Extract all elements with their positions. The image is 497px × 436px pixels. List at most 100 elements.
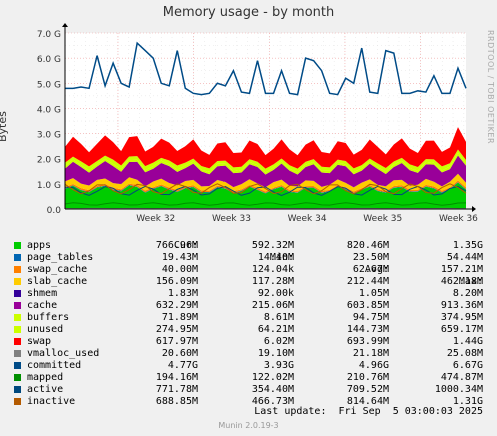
legend-avg: 4.96G bbox=[358, 360, 389, 371]
x-tick-label: Week 36 bbox=[439, 214, 478, 224]
y-tick-label: 6.0 G bbox=[37, 55, 61, 65]
y-tick-label: 2.0 G bbox=[37, 156, 61, 166]
legend-row-mapped: mapped 194.16M 122.02M 210.76M 474.87M bbox=[0, 372, 497, 384]
rrdtool-watermark: RRDTOOL / TOBI OETIKER bbox=[486, 30, 495, 145]
legend-avg: 814.64M bbox=[346, 396, 389, 407]
legend-avg: 62.67M bbox=[352, 264, 389, 275]
legend-max: 54.44M bbox=[446, 252, 483, 263]
legend-min: 466.73M bbox=[251, 396, 294, 407]
legend-row-committed: committed 4.77G 3.93G 4.96G 6.67G bbox=[0, 360, 497, 372]
legend-max: 1.44G bbox=[452, 336, 483, 347]
legend-min: 3.93G bbox=[263, 360, 294, 371]
legend-max: 659.17M bbox=[440, 324, 483, 335]
y-tick-label: 0.0 bbox=[47, 206, 62, 216]
axes: 0.0 1.0 G 2.0 G 3.0 G 4.0 G 5.0 G 6.0 G 7.0 G We… bbox=[37, 23, 478, 224]
legend-swatch bbox=[14, 398, 21, 405]
legend-name: inactive bbox=[27, 396, 76, 407]
y-tick-label: 4.0 G bbox=[37, 105, 61, 115]
legend-min: 19.10M bbox=[257, 348, 294, 359]
legend-max: 474.87M bbox=[440, 372, 483, 383]
area-cache bbox=[65, 155, 466, 188]
legend-avg: 21.18M bbox=[352, 348, 389, 359]
legend-name: unused bbox=[27, 324, 64, 335]
stacked-areas bbox=[65, 127, 466, 209]
legend-swatch bbox=[14, 350, 21, 357]
legend-row-swap: swap 617.97M 6.02M 693.99M 1.44G bbox=[0, 336, 497, 348]
legend-swatch bbox=[14, 338, 21, 345]
legend-avg: 1.05M bbox=[358, 288, 389, 299]
legend-cur: 771.78M bbox=[155, 384, 198, 395]
legend-name: committed bbox=[27, 360, 82, 371]
legend-min: 354.40M bbox=[251, 384, 294, 395]
legend-max: 6.67G bbox=[452, 360, 483, 371]
x-axis-arrow bbox=[472, 206, 476, 212]
legend-row-swap-cache: swap_cache 40.00M 124.04k 62.67M 157.21M bbox=[0, 264, 497, 276]
legend-row-page-tables: page_tables 19.43M 14.40M 23.50M 54.44M bbox=[0, 252, 497, 264]
legend-avg: 603.85M bbox=[346, 300, 389, 311]
legend-min: 8.61M bbox=[263, 312, 294, 323]
legend-swatch bbox=[14, 314, 21, 321]
last-update: Last update: Fri Sep 5 03:00:03 2025 bbox=[254, 406, 483, 417]
legend-cur: 156.09M bbox=[155, 276, 198, 287]
header-avg: Avg: bbox=[364, 264, 389, 275]
legend-swatch bbox=[14, 374, 21, 381]
legend-max: 25.08M bbox=[446, 348, 483, 359]
legend-row-buffers: buffers 71.89M 8.61M 94.75M 374.95M bbox=[0, 312, 497, 324]
legend-max: 1000.34M bbox=[434, 384, 483, 395]
legend-swatch bbox=[14, 242, 21, 249]
chart-title: Memory usage - by month bbox=[162, 5, 335, 20]
header-max: Max: bbox=[458, 276, 483, 287]
legend-avg: 210.76M bbox=[346, 372, 389, 383]
line-committed bbox=[65, 41, 467, 96]
legend-min: 215.06M bbox=[251, 300, 294, 311]
legend-max: 157.21M bbox=[440, 264, 483, 275]
legend-row-shmem: shmem 1.83M 92.00k 1.05M 8.20M bbox=[0, 288, 497, 300]
legend-min: 92.00k bbox=[257, 288, 294, 299]
legend-cur: 194.16M bbox=[155, 372, 198, 383]
legend-avg: 94.75M bbox=[352, 312, 389, 323]
y-tick-label: 3.0 G bbox=[37, 131, 61, 141]
legend-swatch bbox=[14, 254, 21, 261]
memory-chart: 0.0 1.0 G 2.0 G 3.0 G 4.0 G 5.0 G 6.0 G 7.0 G We… bbox=[37, 23, 478, 224]
legend-cur: 4.77G bbox=[167, 360, 198, 371]
legend-name: mapped bbox=[27, 372, 64, 383]
legend-cur: 40.00M bbox=[161, 264, 198, 275]
legend-cur: 632.29M bbox=[155, 300, 198, 311]
legend-header: Cur: Min: Avg: Max: bbox=[0, 228, 497, 287]
legend-avg: 693.99M bbox=[346, 336, 389, 347]
legend-row-inactive: inactive 688.85M 466.73M 814.64M 1.31G bbox=[0, 396, 497, 408]
legend-avg: 23.50M bbox=[352, 252, 389, 263]
legend-cur: 617.97M bbox=[155, 336, 198, 347]
legend-swatch bbox=[14, 386, 21, 393]
legend-name: vmalloc_used bbox=[27, 348, 100, 359]
x-tick-label: Week 35 bbox=[363, 214, 402, 224]
legend-swatch bbox=[14, 326, 21, 333]
legend-max: 8.20M bbox=[452, 288, 483, 299]
legend-min: 592.32M bbox=[251, 240, 294, 251]
legend-swatch bbox=[14, 278, 21, 285]
legend-name: buffers bbox=[27, 312, 70, 323]
legend-name: shmem bbox=[27, 288, 58, 299]
x-tick-label: Week 32 bbox=[136, 214, 175, 224]
legend-row-slab-cache: slab_cache 156.09M 117.28M 212.44M 462.18M bbox=[0, 276, 497, 288]
legend-max: 913.36M bbox=[440, 300, 483, 311]
legend-cur: 766.96M bbox=[155, 240, 198, 251]
legend-name: active bbox=[27, 384, 64, 395]
munin-version: Munin 2.0.19-3 bbox=[218, 421, 279, 430]
line-active bbox=[64, 185, 467, 196]
legend-swatch bbox=[14, 290, 21, 297]
legend-row-unused: unused 274.95M 64.21M 144.73M 659.17M bbox=[0, 324, 497, 336]
legend-swatch bbox=[14, 266, 21, 273]
area-swap bbox=[65, 127, 466, 169]
x-tick-label: Week 34 bbox=[288, 214, 327, 224]
legend-max: 1.35G bbox=[452, 240, 483, 251]
legend-swatch bbox=[14, 302, 21, 309]
y-axis-arrow bbox=[62, 23, 68, 27]
legend-cur: 20.60M bbox=[161, 348, 198, 359]
legend-min: 14.40M bbox=[257, 252, 294, 263]
legend-row-apps: apps 766.96M 592.32M 820.46M 1.35G bbox=[0, 240, 497, 252]
y-tick-label: 7.0 G bbox=[37, 30, 61, 40]
header-cur: Cur: bbox=[173, 240, 198, 251]
y-tick-label: 5.0 G bbox=[37, 80, 61, 90]
legend-max: 1.31G bbox=[452, 396, 483, 407]
